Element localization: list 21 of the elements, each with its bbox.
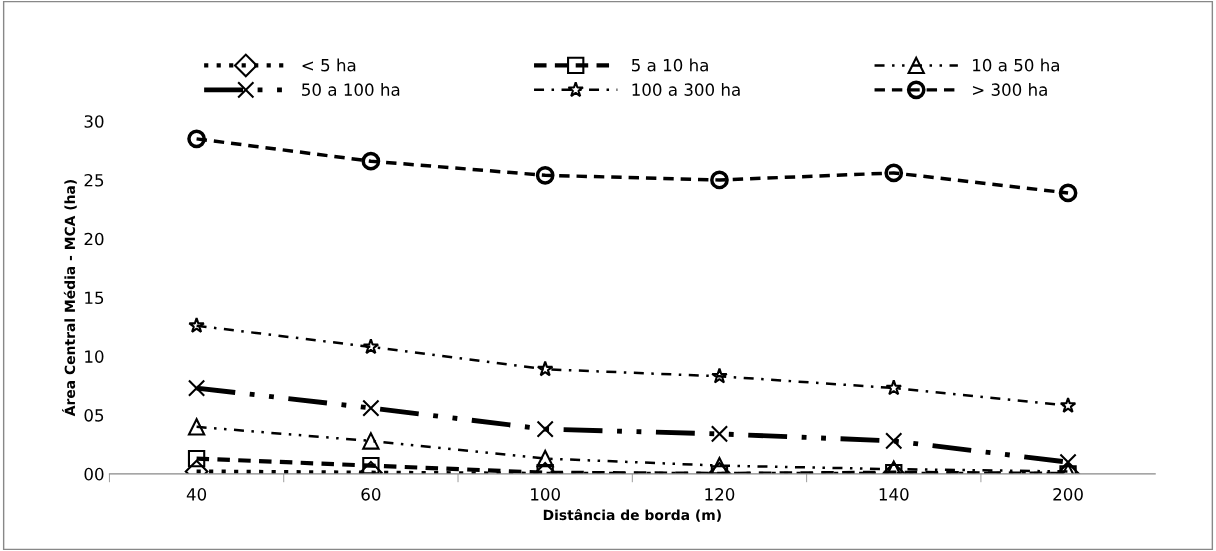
y-tick-label: 00 — [84, 467, 104, 481]
y-tick-label: 30 — [84, 115, 104, 128]
legend-label: < 5 ha — [302, 58, 356, 72]
y-tick-label: 25 — [84, 173, 104, 187]
y-tick-label: 15 — [85, 291, 104, 305]
x-tick-label: 140 — [879, 488, 909, 501]
y-tick-label: 10 — [85, 350, 104, 363]
legend-label: > 300 ha — [972, 83, 1047, 96]
y-axis-title: Área Central Média - MCA (ha) — [62, 179, 77, 417]
x-tick-label: 100 — [531, 488, 560, 501]
y-tick-label: 05 — [84, 409, 104, 422]
legend-label: 100 a 300 ha — [632, 83, 740, 96]
x-tick-label: 200 — [1053, 488, 1083, 501]
legend-label: 50 a 100 ha — [302, 83, 400, 96]
legend-label: 5 a 10 ha — [631, 58, 708, 72]
x-tick-label: 40 — [186, 488, 207, 501]
y-tick-label: 20 — [84, 232, 104, 246]
x-axis-title: Distância de borda (m) — [543, 508, 721, 522]
x-tick-label: 120 — [705, 488, 735, 501]
legend-label: 10 a 50 ha — [973, 58, 1059, 72]
x-tick-label: 60 — [361, 488, 381, 501]
